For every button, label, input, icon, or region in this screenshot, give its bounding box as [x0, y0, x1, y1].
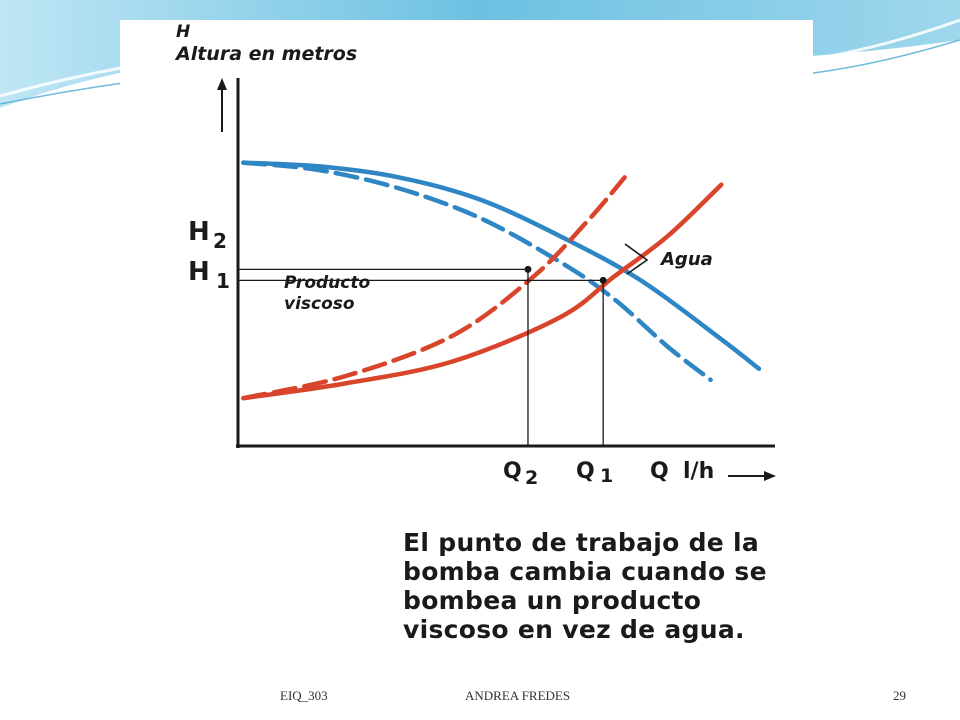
svg-text:Q: Q [576, 459, 595, 484]
q2-label: Q 2 [503, 459, 538, 489]
svg-text:Q: Q [503, 459, 522, 484]
q1-label: Q 1 [576, 459, 613, 487]
x-axis-arrow [728, 471, 776, 481]
y-axis-arrow [217, 78, 227, 132]
pump-curve-chart: H Altura en metros H 2 H 1 Q 2 Q 1 Q l/h… [174, 22, 776, 489]
y-axis-label: Altura en metros [174, 43, 357, 65]
label-product-line-1: Producto [284, 273, 370, 293]
system-curve-producto-viscoso-dashed [241, 175, 627, 401]
caption-line: bomba cambia cuando se [403, 557, 767, 586]
label-water: Agua [659, 249, 713, 270]
x-axis-unit: l/h [683, 459, 714, 484]
pump-curve-producto-viscoso-dashed [241, 160, 713, 383]
svg-text:2: 2 [213, 229, 227, 253]
caption-line: bombea un producto [403, 586, 702, 615]
footer-author: ANDREA FREDES [465, 688, 571, 703]
operating-point-marker-2 [599, 276, 607, 284]
figure-caption: El punto de trabajo de la bomba cambia c… [403, 528, 903, 644]
svg-text:H: H [188, 257, 210, 287]
caption-line: El punto de trabajo de la [403, 528, 760, 557]
h2-label: H 2 [188, 217, 227, 253]
footer-page-number: 29 [893, 688, 906, 703]
y-axis-symbol: H [176, 22, 190, 42]
figure-panel: H Altura en metros H 2 H 1 Q 2 Q 1 Q l/h… [120, 20, 813, 644]
svg-text:H: H [188, 217, 210, 247]
system-curve-agua-solid [241, 182, 724, 401]
svg-text:1: 1 [600, 465, 613, 487]
caption-line: viscoso en vez de agua. [403, 615, 745, 644]
curves-layer [241, 160, 762, 401]
footer-course-code: EIQ_303 [280, 688, 328, 703]
operating-point-guides [238, 265, 607, 446]
svg-text:1: 1 [216, 269, 230, 293]
svg-text:2: 2 [525, 467, 538, 489]
x-axis-symbol: Q [650, 459, 669, 484]
water-bracket [624, 243, 649, 275]
operating-point-marker-1 [524, 265, 532, 273]
pump-curve-agua-solid [241, 160, 762, 371]
h1-label: H 1 [188, 257, 230, 293]
label-product-line-2: viscoso [284, 294, 355, 314]
